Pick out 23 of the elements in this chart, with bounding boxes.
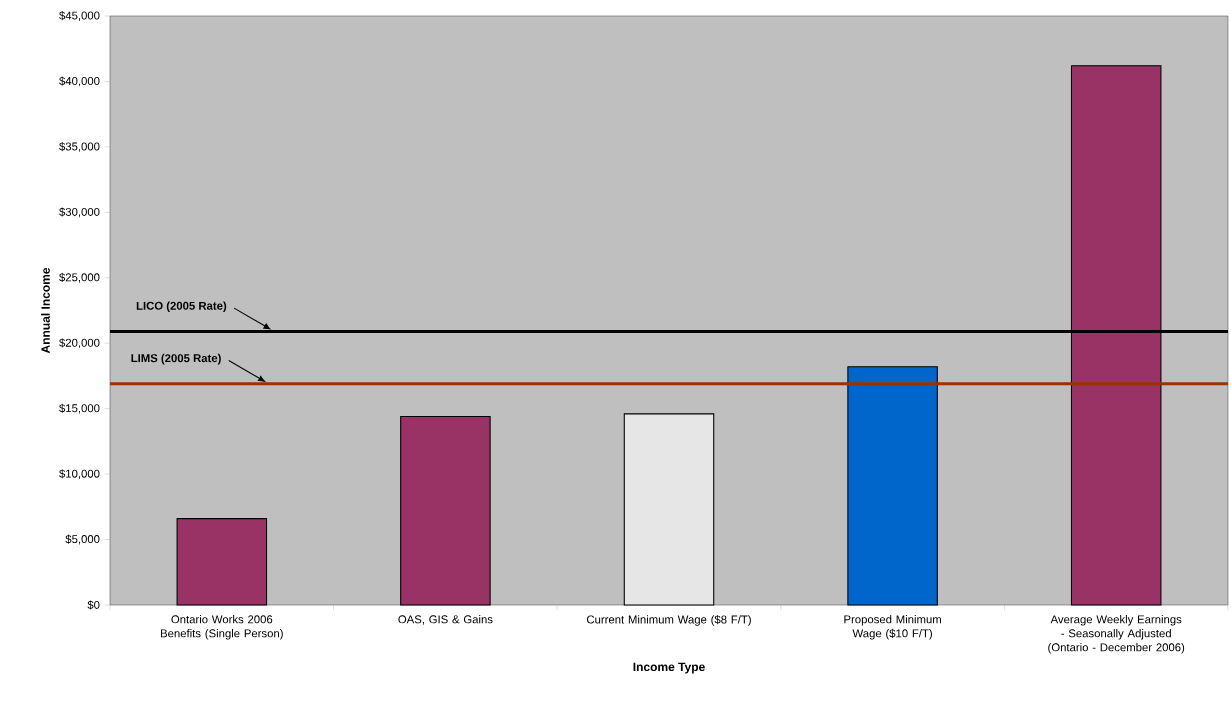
- ref-line-label: LICO (2005 Rate): [136, 301, 227, 313]
- x-tick-label: Proposed Minimum Wage ($10 F/T): [844, 615, 941, 640]
- y-tick-label: $0: [87, 600, 100, 610]
- y-tick-label: $30,000: [59, 207, 100, 218]
- ref-line-label: LIMS (2005 Rate): [131, 353, 221, 365]
- y-tick-label: $5,000: [65, 534, 100, 545]
- x-tick-label: Current Minimum Wage ($8 F/T): [586, 615, 751, 626]
- bar: [400, 415, 491, 606]
- x-tick-label: Ontario Works 2006 Benefits (Single Person): [160, 615, 283, 640]
- y-tick-label: $35,000: [59, 141, 100, 152]
- y-tick-label: $40,000: [59, 76, 100, 87]
- bar: [176, 518, 268, 606]
- x-tick-label: Average Weekly Earnings - Seasonally Adjusted (Ontario - December 2006): [1048, 615, 1185, 654]
- y-tick-label: $45,000: [59, 11, 100, 21]
- y-tick-label: $15,000: [59, 403, 100, 414]
- x-tick-label: OAS, GIS & Gains: [398, 615, 493, 625]
- y-tick-label: $10,000: [59, 469, 100, 480]
- bar: [623, 413, 715, 606]
- y-tick-label: $25,000: [59, 272, 100, 283]
- x-axis-title: Income Type: [633, 662, 705, 674]
- y-tick-label: $20,000: [59, 338, 100, 349]
- bar: [847, 366, 938, 606]
- y-axis-title: Annual Income: [41, 267, 50, 354]
